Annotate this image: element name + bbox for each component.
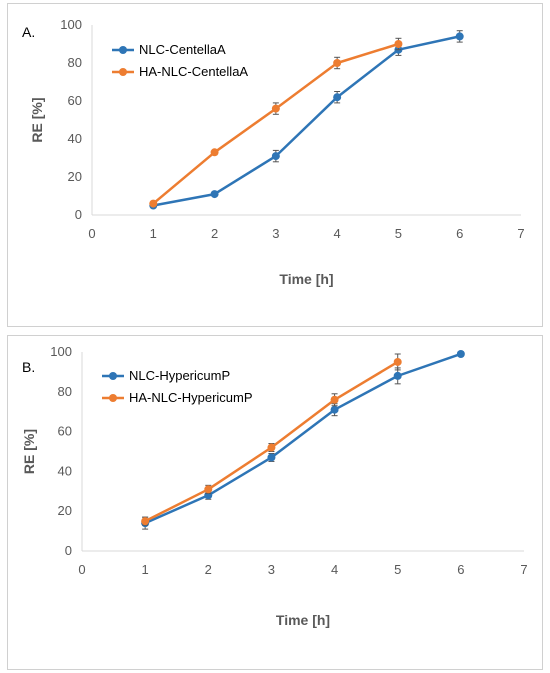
chart-b-y-tick-label: 80 bbox=[58, 384, 72, 399]
chart-a-y-tick-label: 80 bbox=[68, 55, 82, 70]
chart-a: A. 0 20 40 60 80 100 0 1 2 3 4 5 6 7 Time [h] RE [%] NLC… bbox=[22, 17, 525, 287]
chart-panel-a: A. 0 20 40 60 80 100 0 1 2 3 4 5 6 7 Time [h] RE [%] NLC… bbox=[7, 3, 543, 327]
chart-b-y-tick-label: 0 bbox=[65, 543, 72, 558]
chart-b-y-tick-label: 100 bbox=[50, 344, 72, 359]
chart-panel-b: B. 0 20 40 60 80 100 0 1 2 3 4 5 6 7 Time [h] RE [%] NLC… bbox=[7, 335, 543, 670]
chart-b-x-tick-label: 7 bbox=[520, 562, 527, 577]
panel-label-b: B. bbox=[22, 359, 35, 375]
chart-a-data-point bbox=[271, 104, 280, 113]
chart-a-data-point bbox=[394, 40, 403, 48]
chart-a-data-point bbox=[210, 190, 219, 199]
chart-b-x-tick-label: 2 bbox=[205, 562, 212, 577]
chart-a-x-tick-label: 5 bbox=[395, 226, 402, 241]
chart-b-x-axis-title: Time [h] bbox=[276, 612, 330, 628]
chart-b: B. 0 20 40 60 80 100 0 1 2 3 4 5 6 7 Time [h] RE [%] NLC… bbox=[21, 344, 528, 628]
panel-label-a: A. bbox=[22, 24, 35, 40]
chart-b-legend-label: HA-NLC-HypericumP bbox=[129, 390, 253, 405]
chart-b-legend-marker bbox=[109, 372, 117, 380]
chart-a-y-tick-label: 40 bbox=[68, 131, 82, 146]
chart-a-y-tick-label: 0 bbox=[75, 207, 82, 222]
chart-a-x-tick-label: 6 bbox=[456, 226, 463, 241]
chart-b-x-tick-label: 1 bbox=[142, 562, 149, 577]
chart-b-x-tick-label: 3 bbox=[268, 562, 275, 577]
chart-b-data-point bbox=[267, 443, 276, 452]
chart-a-legend-label: NLC-CentellaA bbox=[139, 42, 226, 57]
chart-a-x-tick-label: 4 bbox=[334, 226, 341, 241]
chart-b-data-point bbox=[456, 349, 465, 358]
chart-b-legend-marker bbox=[109, 394, 117, 402]
chart-a-data-point bbox=[210, 148, 219, 157]
chart-a-x-tick-label: 1 bbox=[150, 226, 157, 241]
chart-a-y-axis-title: RE [%] bbox=[29, 97, 45, 142]
chart-a-data-point bbox=[333, 59, 342, 67]
chart-b-x-tick-label: 5 bbox=[394, 562, 401, 577]
chart-a-y-tick-label: 20 bbox=[68, 169, 82, 184]
chart-a-series-line bbox=[153, 35, 460, 207]
chart-a-legend-marker bbox=[119, 46, 127, 54]
chart-b-data-point bbox=[330, 405, 339, 414]
chart-a-y-tick-label: 100 bbox=[60, 17, 82, 32]
chart-b-y-tick-label: 20 bbox=[58, 503, 72, 518]
chart-a-y-tick-label: 60 bbox=[68, 93, 82, 108]
chart-b-series-line bbox=[144, 352, 462, 525]
chart-b-x-tick-label: 6 bbox=[457, 562, 464, 577]
chart-a-legend-marker bbox=[119, 68, 127, 76]
chart-a-data-point bbox=[149, 199, 158, 208]
chart-a-data-point bbox=[455, 32, 464, 41]
chart-a-x-tick-label: 3 bbox=[272, 226, 279, 241]
chart-b-legend-label: NLC-HypericumP bbox=[129, 368, 230, 383]
chart-b-data-point bbox=[393, 357, 402, 366]
chart-a-x-tick-label: 0 bbox=[88, 226, 95, 241]
chart-b-y-tick-label: 60 bbox=[58, 424, 72, 439]
chart-a-legend-label: HA-NLC-CentellaA bbox=[139, 64, 248, 79]
chart-b-data-point bbox=[267, 453, 276, 462]
chart-b-data-point bbox=[141, 517, 150, 526]
chart-a-x-tick-label: 2 bbox=[211, 226, 218, 241]
chart-a-x-axis-title: Time [h] bbox=[279, 271, 333, 287]
chart-b-x-tick-label: 4 bbox=[331, 562, 338, 577]
chart-a-data-point bbox=[271, 152, 280, 161]
chart-b-y-tick-label: 40 bbox=[58, 463, 72, 478]
chart-b-series-line bbox=[144, 360, 399, 523]
chart-b-data-point bbox=[204, 485, 213, 494]
chart-b-y-axis-title: RE [%] bbox=[21, 429, 37, 474]
chart-b-data-point bbox=[330, 395, 339, 404]
chart-b-data-point bbox=[393, 371, 402, 380]
chart-b-x-tick-label: 0 bbox=[78, 562, 85, 577]
chart-a-x-tick-label: 7 bbox=[517, 226, 524, 241]
chart-a-data-point bbox=[333, 93, 342, 102]
